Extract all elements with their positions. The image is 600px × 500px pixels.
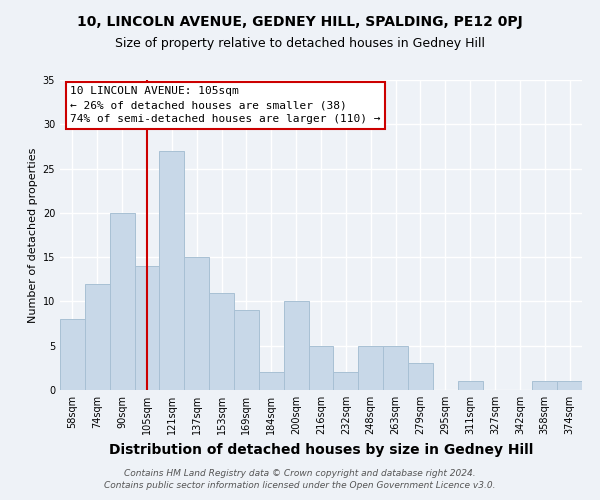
Text: Contains HM Land Registry data © Crown copyright and database right 2024.: Contains HM Land Registry data © Crown c… — [124, 468, 476, 477]
Y-axis label: Number of detached properties: Number of detached properties — [28, 148, 38, 322]
Bar — [209, 292, 234, 390]
Text: 10, LINCOLN AVENUE, GEDNEY HILL, SPALDING, PE12 0PJ: 10, LINCOLN AVENUE, GEDNEY HILL, SPALDIN… — [77, 15, 523, 29]
Bar — [110, 213, 134, 390]
Text: 10 LINCOLN AVENUE: 105sqm
← 26% of detached houses are smaller (38)
74% of semi-: 10 LINCOLN AVENUE: 105sqm ← 26% of detac… — [70, 86, 381, 124]
Bar — [60, 319, 85, 390]
Bar — [259, 372, 284, 390]
Bar — [134, 266, 160, 390]
Bar — [85, 284, 110, 390]
Text: Size of property relative to detached houses in Gedney Hill: Size of property relative to detached ho… — [115, 38, 485, 51]
Bar — [408, 364, 433, 390]
Bar — [557, 381, 582, 390]
Bar — [358, 346, 383, 390]
X-axis label: Distribution of detached houses by size in Gedney Hill: Distribution of detached houses by size … — [109, 442, 533, 456]
Bar — [284, 302, 308, 390]
Bar — [532, 381, 557, 390]
Bar — [458, 381, 482, 390]
Text: Contains public sector information licensed under the Open Government Licence v3: Contains public sector information licen… — [104, 481, 496, 490]
Bar — [308, 346, 334, 390]
Bar — [160, 151, 184, 390]
Bar — [184, 257, 209, 390]
Bar — [383, 346, 408, 390]
Bar — [234, 310, 259, 390]
Bar — [334, 372, 358, 390]
